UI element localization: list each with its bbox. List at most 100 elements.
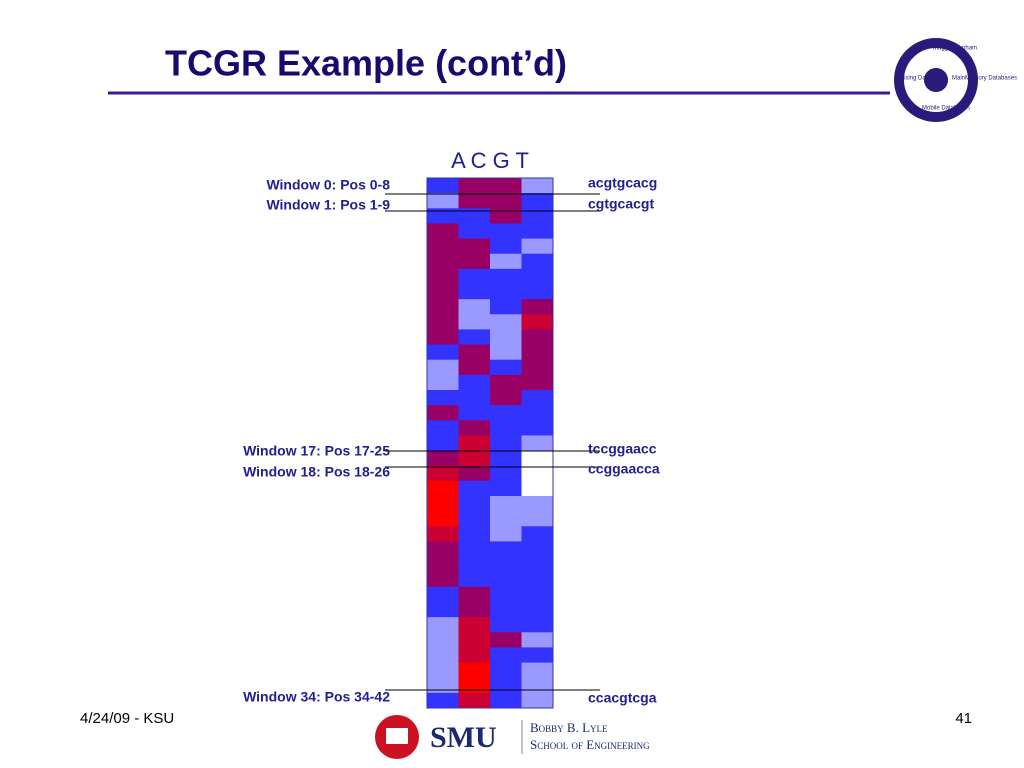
heatmap-cell (458, 390, 491, 406)
heatmap-cell (458, 223, 491, 240)
heatmap-cell (521, 465, 554, 482)
heatmap-cell (458, 496, 491, 512)
logo-item: Mobile Databases (922, 106, 970, 112)
heatmap-cell (521, 647, 554, 664)
heatmap-cell (521, 329, 554, 346)
heatmap-cell (490, 359, 522, 376)
window-label: Window 18: Pos 18-26 (243, 464, 390, 480)
heatmap-cell (427, 556, 459, 573)
heatmap-cell (458, 299, 491, 315)
heatmap-cell (490, 617, 522, 633)
heatmap-cell (427, 299, 459, 315)
heatmap-cell (458, 405, 491, 421)
heatmap-cell (458, 450, 491, 467)
heatmap-cell (427, 405, 459, 421)
heatmap-cell (521, 390, 554, 406)
heatmap-cell (490, 602, 522, 618)
heatmap-cell (521, 314, 554, 330)
heatmap-cell (490, 390, 522, 406)
heatmap-cell (458, 253, 491, 270)
heatmap-cell (427, 193, 459, 209)
heatmap-cell (521, 526, 554, 542)
heatmap-cell (458, 692, 491, 709)
heatmap-cell (490, 253, 522, 270)
heatmap-cell (427, 208, 459, 224)
heatmap-cell (458, 268, 491, 285)
heatmap-cell (427, 586, 459, 603)
heatmap-cell (490, 556, 522, 573)
heatmap-cell (427, 238, 459, 255)
heatmap-cell (521, 344, 554, 361)
heatmap-cell (458, 238, 491, 255)
school-name: SMU (430, 721, 497, 754)
heatmap-cell (521, 223, 554, 240)
heatmap-cell (427, 268, 459, 285)
heatmap-cell (521, 556, 554, 573)
window-label: Window 1: Pos 1-9 (266, 197, 390, 213)
heatmap-cell (490, 632, 522, 648)
heatmap-cell (458, 420, 491, 436)
window-sequence: acgtgcacg (588, 175, 657, 191)
heatmap-cell (458, 284, 491, 300)
heatmap-cell (521, 480, 554, 497)
heatmap-cell (427, 511, 459, 527)
heatmap-cell (521, 450, 554, 467)
heatmap-cell (490, 329, 522, 346)
heatmap-cell (490, 193, 522, 209)
heatmap-cell (521, 617, 554, 633)
heatmap-cell (427, 284, 459, 300)
window-label: Window 0: Pos 0-8 (266, 177, 390, 193)
heatmap-cell (490, 692, 522, 709)
school-logo: SMU Bobby B. Lyle School of Engineering (375, 715, 650, 759)
window-sequence: ccacgtcga (588, 690, 657, 706)
heatmap-cell (490, 435, 522, 452)
heatmap-cell (458, 208, 491, 224)
window-labels: Window 0: Pos 0-8 acgtgcacg Window 1: Pos … (243, 175, 660, 706)
heatmap-cell (458, 511, 491, 527)
heatmap-cell (427, 480, 459, 497)
heatmap-cell (521, 253, 554, 270)
logo-item: Maggie Dunham (933, 46, 977, 52)
heatmap-cell (490, 526, 522, 542)
heatmap-cell (490, 344, 522, 361)
heatmap-cell (490, 268, 522, 285)
heatmap-cell (427, 571, 459, 588)
heatmap-cell (521, 511, 554, 527)
heatmap-cell (427, 692, 459, 709)
heatmap-cell (427, 617, 459, 633)
heatmap-cell (521, 435, 554, 452)
logo-center (924, 68, 948, 92)
heatmap-cell (490, 208, 522, 224)
heatmap-cell (521, 541, 554, 558)
heatmap-cell (458, 314, 491, 330)
heatmap-cell (521, 662, 554, 679)
heatmap-cell (427, 374, 459, 391)
heatmap-cell (490, 450, 522, 467)
heatmap-cell (427, 496, 459, 512)
heatmap-cell (458, 344, 491, 361)
heatmap-cell (458, 193, 491, 209)
window-sequence: ccggaacca (588, 461, 660, 477)
heatmap-cell (427, 541, 459, 558)
logo: Maggie Dunham Missing Data MainMemory Da… (894, 38, 1017, 122)
window-label: Window 34: Pos 34-42 (243, 689, 390, 705)
heatmap-cell (427, 178, 459, 194)
footer-date: 4/24/09 - KSU (80, 710, 174, 727)
school-line: Bobby B. Lyle (530, 720, 608, 735)
heatmap-cell (458, 178, 491, 194)
heatmap-cell (458, 465, 491, 482)
heatmap-cell (521, 359, 554, 376)
page-number: 41 (955, 710, 972, 727)
heatmap-cell (490, 238, 522, 255)
heatmap-cell (490, 223, 522, 240)
heatmap-cell (521, 178, 554, 194)
heatmap-cell (521, 405, 554, 421)
heatmap-cell (521, 632, 554, 648)
heatmap-cell (490, 420, 522, 436)
heatmap-cell (427, 435, 459, 452)
heatmap-cell (521, 602, 554, 618)
heatmap-cell (521, 420, 554, 436)
window-sequence: cgtgcacgt (588, 196, 654, 212)
